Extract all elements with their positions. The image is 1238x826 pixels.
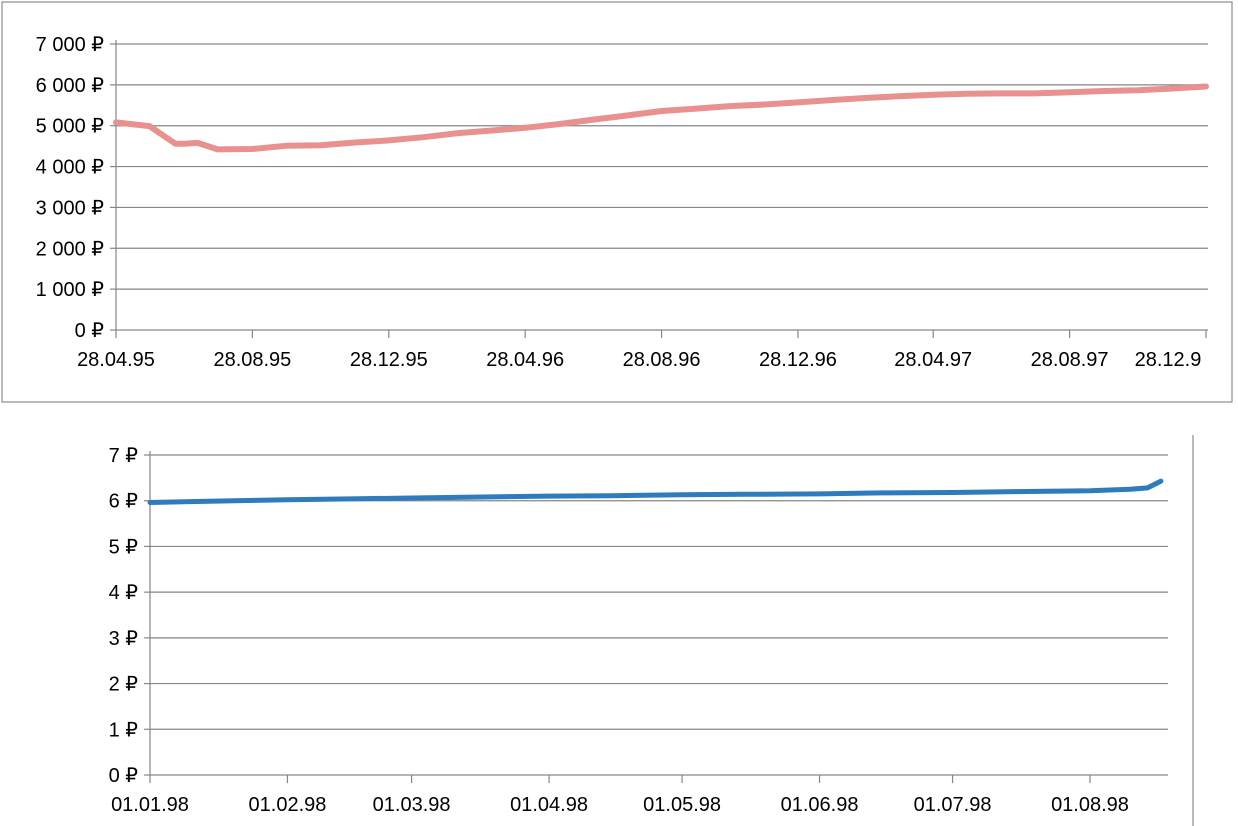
chart-2-x-tick-label: 01.06.98	[781, 794, 859, 816]
chart-1-gridlines	[116, 43, 1208, 290]
chart-2-y-tick-labels: 0 ₽ 1 ₽ 2 ₽ 3 ₽ 4 ₽ 5 ₽ 6 ₽ 7 ₽	[109, 445, 139, 787]
chart-2-series-line	[147, 478, 1164, 505]
chart-2-y-tick-label: 5 ₽	[109, 536, 139, 558]
chart-2-x-tick-label: 01.03.98	[373, 794, 451, 816]
chart-1-x-tick-label: 28.12.96	[759, 349, 837, 371]
chart-2-x-tick-label: 01.05.98	[643, 794, 721, 816]
chart-1-y-tick-labels: 0 ₽ 1 000 ₽ 2 000 ₽ 3 000 ₽ 4 000 ₽ 5 00…	[36, 34, 105, 342]
chart-1-series-line	[113, 83, 1209, 153]
chart-2-y-tick-label: 0 ₽	[109, 765, 139, 787]
chart-2-y-tick-label: 7 ₽	[109, 445, 139, 467]
chart-1-border	[1, 1, 1233, 403]
chart-2-y-tick-label: 3 ₽	[109, 628, 139, 650]
chart-2-x-tick-label: 01.02.98	[249, 794, 327, 816]
chart-2-x-tick-label: 01.07.98	[914, 794, 992, 816]
chart-2-axes	[144, 451, 1168, 783]
chart-1-y-tick-label: 4 000 ₽	[36, 157, 105, 179]
chart-1-y-tick-label: 6 000 ₽	[36, 75, 105, 97]
chart-1-y-tick-label: 3 000 ₽	[36, 197, 105, 219]
chart-1-x-tick-label: 28.12.9	[1135, 349, 1202, 371]
chart-1-x-tick-label: 28.04.96	[486, 349, 564, 371]
chart-2-y-tick-label: 4 ₽	[109, 582, 139, 604]
chart-1-axes	[110, 40, 1208, 338]
chart-2: 0 ₽ 1 ₽ 2 ₽ 3 ₽ 4 ₽ 5 ₽ 6 ₽ 7 ₽ 01.01.98…	[109, 435, 1194, 826]
chart-1-y-tick-label: 1 000 ₽	[36, 279, 105, 301]
chart-1-x-tick-labels: 28.04.95 28.08.95 28.12.95 28.04.96 28.0…	[77, 349, 1201, 371]
chart-1-x-tick-label: 28.04.95	[77, 349, 155, 371]
chart-1-x-tick-label: 28.12.95	[350, 349, 428, 371]
chart-2-x-tick-labels: 01.01.98 01.02.98 01.03.98 01.04.98 01.0…	[111, 794, 1129, 816]
chart-2-x-tick-label: 01.08.98	[1051, 794, 1129, 816]
chart-1-x-tick-label: 28.08.96	[623, 349, 701, 371]
chart-1-x-tick-label: 28.04.97	[894, 349, 972, 371]
chart-1-x-tick-label: 28.08.97	[1031, 349, 1109, 371]
chart-2-y-tick-label: 1 ₽	[109, 719, 139, 741]
chart-1: 0 ₽ 1 000 ₽ 2 000 ₽ 3 000 ₽ 4 000 ₽ 5 00…	[1, 1, 1233, 403]
chart-1-y-tick-label: 0 ₽	[75, 320, 105, 342]
chart-2-y-tick-label: 2 ₽	[109, 674, 139, 696]
chart-1-x-tick-label: 28.08.95	[213, 349, 291, 371]
chart-1-y-tick-label: 5 000 ₽	[36, 116, 105, 138]
chart-2-x-tick-label: 01.01.98	[111, 794, 189, 816]
chart-1-y-tick-label: 2 000 ₽	[36, 238, 105, 260]
chart-2-y-tick-label: 6 ₽	[109, 491, 139, 513]
chart-1-y-tick-label: 7 000 ₽	[36, 34, 105, 56]
chart-2-x-tick-label: 01.04.98	[510, 794, 588, 816]
